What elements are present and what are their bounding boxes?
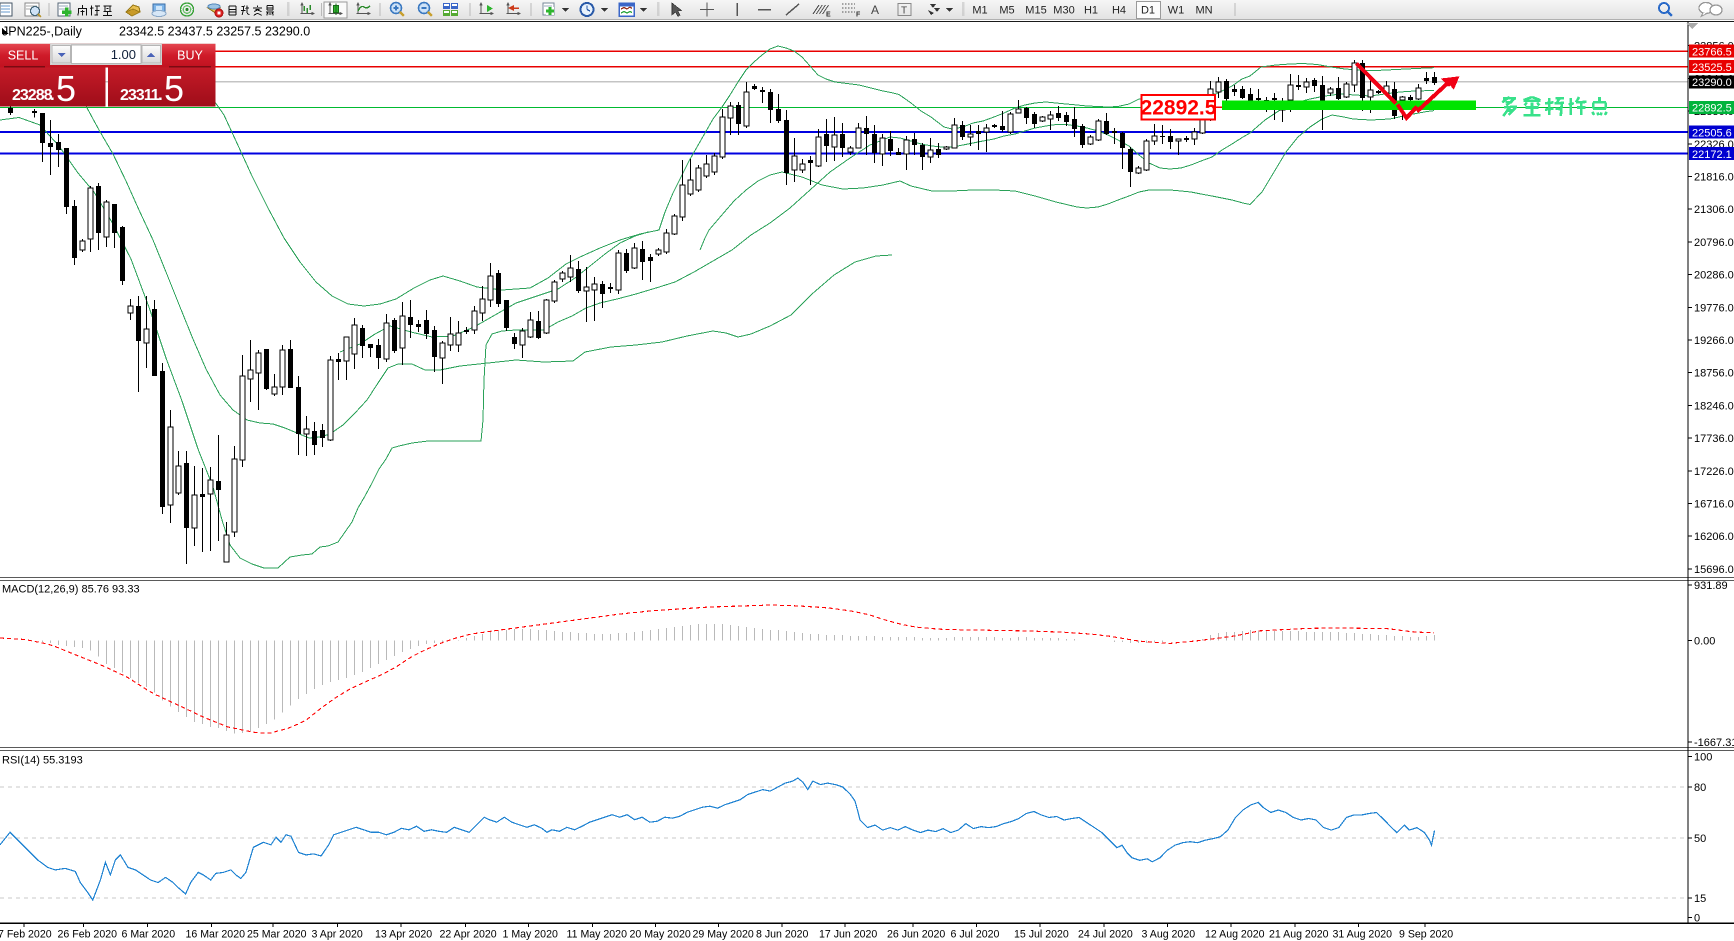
svg-text:22892.5: 22892.5: [1692, 103, 1732, 115]
svg-text:3 Apr 2020: 3 Apr 2020: [312, 929, 363, 941]
svg-text:T: T: [901, 6, 907, 17]
svg-text:0: 0: [1694, 913, 1700, 925]
svg-text:17736.0: 17736.0: [1694, 433, 1734, 445]
svg-text:RSI(14) 55.3193: RSI(14) 55.3193: [2, 755, 83, 767]
svg-text:100: 100: [1694, 752, 1712, 764]
svg-text:11 May 2020: 11 May 2020: [567, 929, 628, 941]
svg-text:20796.0: 20796.0: [1694, 237, 1734, 249]
svg-text:80: 80: [1694, 782, 1706, 794]
svg-text:5: 5: [56, 68, 76, 109]
svg-text:0.00: 0.00: [1694, 635, 1715, 647]
svg-text:MACD(12,26,9) 85.76 93.33: MACD(12,26,9) 85.76 93.33: [2, 584, 140, 596]
svg-text:21 Aug 2020: 21 Aug 2020: [1269, 929, 1329, 941]
svg-text:BUY: BUY: [177, 49, 203, 63]
svg-text:16 Mar 2020: 16 Mar 2020: [186, 929, 246, 941]
svg-text:M5: M5: [999, 5, 1014, 17]
svg-text:16206.0: 16206.0: [1694, 531, 1734, 543]
svg-text:15 Jul 2020: 15 Jul 2020: [1014, 929, 1069, 941]
svg-text:12 Aug 2020: 12 Aug 2020: [1205, 929, 1265, 941]
svg-text:19776.0: 19776.0: [1694, 302, 1734, 314]
svg-text:5: 5: [164, 68, 184, 109]
svg-text:22172.1: 22172.1: [1692, 149, 1732, 161]
svg-text:931.89: 931.89: [1694, 580, 1728, 592]
svg-text:20286.0: 20286.0: [1694, 270, 1734, 282]
svg-text:22 Apr 2020: 22 Apr 2020: [440, 929, 497, 941]
svg-text:15696.0: 15696.0: [1694, 564, 1734, 576]
svg-text:23525.5: 23525.5: [1692, 62, 1732, 74]
svg-text:18246.0: 18246.0: [1694, 400, 1734, 412]
svg-text:31 Aug 2020: 31 Aug 2020: [1333, 929, 1393, 941]
svg-text:SELL: SELL: [8, 49, 39, 63]
svg-text:19266.0: 19266.0: [1694, 335, 1734, 347]
svg-text:13 Apr 2020: 13 Apr 2020: [375, 929, 432, 941]
svg-text:21306.0: 21306.0: [1694, 204, 1734, 216]
svg-text:26 Jun 2020: 26 Jun 2020: [887, 929, 945, 941]
svg-text:23288: 23288: [12, 87, 53, 104]
svg-text:JPN225-,Daily: JPN225-,Daily: [2, 25, 83, 39]
svg-text:7 Feb 2020: 7 Feb 2020: [0, 929, 52, 941]
svg-text:25 Mar 2020: 25 Mar 2020: [247, 929, 307, 941]
svg-text:1.00: 1.00: [111, 47, 136, 62]
svg-text:6 Mar 2020: 6 Mar 2020: [122, 929, 176, 941]
svg-text:23342.5 23437.5 23257.5 23290.: 23342.5 23437.5 23257.5 23290.0: [119, 25, 310, 39]
svg-text:D1: D1: [1141, 5, 1155, 17]
svg-text:8 Jun 2020: 8 Jun 2020: [756, 929, 809, 941]
svg-text:9 Sep 2020: 9 Sep 2020: [1399, 929, 1453, 941]
svg-text:-1667.31: -1667.31: [1694, 737, 1734, 749]
svg-text:E: E: [826, 12, 831, 19]
svg-text:MN: MN: [1195, 5, 1212, 17]
svg-text:F: F: [856, 12, 861, 19]
svg-text:17 Jun 2020: 17 Jun 2020: [819, 929, 877, 941]
svg-text:15: 15: [1694, 893, 1706, 905]
svg-text:23766.5: 23766.5: [1692, 46, 1732, 58]
svg-text:20 May 2020: 20 May 2020: [630, 929, 691, 941]
svg-text:3 Aug 2020: 3 Aug 2020: [1142, 929, 1196, 941]
svg-text:W1: W1: [1168, 5, 1185, 17]
svg-text:29 May 2020: 29 May 2020: [693, 929, 754, 941]
svg-text:23290.0: 23290.0: [1692, 77, 1732, 89]
svg-text:50: 50: [1694, 833, 1706, 845]
svg-text:1 May 2020: 1 May 2020: [503, 929, 558, 941]
svg-text:23311: 23311: [120, 87, 160, 104]
svg-text:6 Jul 2020: 6 Jul 2020: [951, 929, 1000, 941]
svg-text:H1: H1: [1084, 5, 1098, 17]
svg-text:16716.0: 16716.0: [1694, 499, 1734, 511]
svg-text:M1: M1: [972, 5, 987, 17]
svg-text:26 Feb 2020: 26 Feb 2020: [58, 929, 118, 941]
svg-text:M30: M30: [1053, 5, 1074, 17]
svg-text:H4: H4: [1112, 5, 1126, 17]
svg-text:M15: M15: [1025, 5, 1046, 17]
svg-text:21816.0: 21816.0: [1694, 172, 1734, 184]
svg-text:22892.5: 22892.5: [1141, 97, 1217, 120]
svg-text:.: .: [158, 85, 163, 104]
svg-text:A: A: [871, 3, 879, 17]
svg-text:18756.0: 18756.0: [1694, 368, 1734, 380]
svg-text:22505.6: 22505.6: [1692, 127, 1732, 139]
svg-text:24 Jul 2020: 24 Jul 2020: [1078, 929, 1133, 941]
svg-text:.: .: [50, 85, 55, 104]
svg-text:17226.0: 17226.0: [1694, 466, 1734, 478]
